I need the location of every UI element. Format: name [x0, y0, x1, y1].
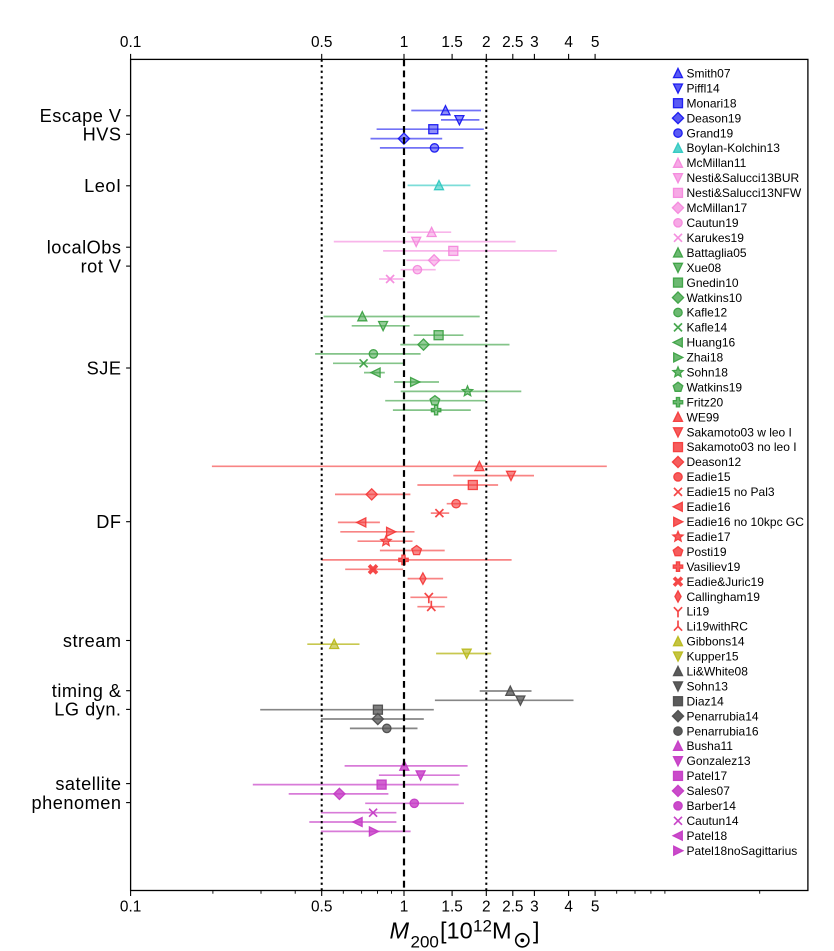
- svg-text:Zhai18: Zhai18: [687, 351, 724, 365]
- svg-text:0.1: 0.1: [120, 899, 141, 916]
- svg-text:Vasiliev19: Vasiliev19: [687, 560, 741, 574]
- svg-text:Eadie17: Eadie17: [687, 530, 731, 544]
- svg-text:4: 4: [564, 899, 573, 916]
- svg-text:stream: stream: [63, 631, 122, 651]
- svg-text:timing &: timing &: [52, 681, 122, 701]
- svg-text:Sakamoto03 w leo I: Sakamoto03 w leo I: [687, 425, 792, 439]
- svg-text:0.1: 0.1: [120, 34, 141, 51]
- svg-text:Li19: Li19: [687, 605, 710, 619]
- svg-text:[10: [10: [440, 918, 473, 944]
- svg-text:Penarrubia14: Penarrubia14: [687, 709, 759, 723]
- svg-text:Li19withRC: Li19withRC: [687, 620, 749, 634]
- svg-text:Xue08: Xue08: [687, 261, 722, 275]
- svg-text:Callingham19: Callingham19: [687, 590, 761, 604]
- svg-text:DF: DF: [96, 512, 121, 532]
- svg-text:Cautun19: Cautun19: [687, 216, 739, 230]
- svg-text:Gibbons14: Gibbons14: [687, 635, 745, 649]
- svg-text:Karukes19: Karukes19: [687, 231, 745, 245]
- svg-text:Diaz14: Diaz14: [687, 694, 725, 708]
- svg-text:0.5: 0.5: [311, 34, 332, 51]
- svg-text:2.5: 2.5: [502, 34, 523, 51]
- svg-text:Patel17: Patel17: [687, 769, 728, 783]
- svg-text:Sakamoto03 no leo I: Sakamoto03 no leo I: [687, 440, 797, 454]
- svg-text:5: 5: [591, 34, 600, 51]
- svg-text:Nesti&Salucci13BUR: Nesti&Salucci13BUR: [687, 171, 800, 185]
- svg-text:LeoI: LeoI: [84, 176, 121, 196]
- svg-text:Penarrubia16: Penarrubia16: [687, 724, 759, 738]
- svg-text:Busha11: Busha11: [687, 739, 734, 753]
- svg-text:1: 1: [400, 34, 409, 51]
- svg-text:Cautun14: Cautun14: [687, 814, 739, 828]
- svg-text:WE99: WE99: [687, 410, 720, 424]
- svg-text:3: 3: [530, 899, 539, 916]
- svg-text:1.5: 1.5: [441, 899, 462, 916]
- svg-text:Gonzalez13: Gonzalez13: [687, 754, 751, 768]
- svg-text:Huang16: Huang16: [687, 336, 736, 350]
- svg-text:Gnedin10: Gnedin10: [687, 276, 739, 290]
- svg-text:Escape V: Escape V: [40, 106, 122, 126]
- svg-text:Deason19: Deason19: [687, 111, 742, 125]
- svg-text:Li&White08: Li&White08: [687, 665, 749, 679]
- svg-text:2.5: 2.5: [502, 899, 523, 916]
- svg-text:SJE: SJE: [87, 358, 122, 378]
- svg-text:LG dyn.: LG dyn.: [54, 700, 121, 720]
- svg-text:Sohn13: Sohn13: [687, 679, 729, 693]
- svg-text:localObs: localObs: [47, 238, 122, 258]
- svg-text:Eadie16: Eadie16: [687, 500, 731, 514]
- svg-text:Patel18: Patel18: [687, 829, 728, 843]
- svg-text:]: ]: [533, 918, 540, 944]
- svg-text:Battaglia05: Battaglia05: [687, 246, 747, 260]
- svg-text:McMillan17: McMillan17: [687, 201, 748, 215]
- svg-text:Grand19: Grand19: [687, 126, 734, 140]
- svg-text:rot V: rot V: [81, 256, 122, 276]
- svg-text:Smith07: Smith07: [687, 67, 731, 81]
- svg-text:4: 4: [564, 34, 573, 51]
- svg-text:2: 2: [482, 899, 491, 916]
- svg-text:Eadie16 no 10kpc GC: Eadie16 no 10kpc GC: [687, 515, 805, 529]
- svg-text:M: M: [390, 918, 410, 944]
- svg-text:Deason12: Deason12: [687, 455, 742, 469]
- svg-text:5: 5: [591, 899, 600, 916]
- svg-text:3: 3: [530, 34, 539, 51]
- svg-text:HVS: HVS: [83, 125, 122, 145]
- svg-text:Watkins19: Watkins19: [687, 380, 743, 394]
- svg-text:Kupper15: Kupper15: [687, 650, 739, 664]
- svg-text:Kafle12: Kafle12: [687, 306, 728, 320]
- svg-text:McMillan11: McMillan11: [687, 156, 747, 170]
- svg-text:Barber14: Barber14: [687, 799, 737, 813]
- svg-text:M: M: [492, 918, 512, 944]
- svg-text:12: 12: [473, 916, 492, 935]
- svg-text:Sales07: Sales07: [687, 784, 731, 798]
- svg-text:Fritz20: Fritz20: [687, 395, 724, 409]
- svg-text:Piffl14: Piffl14: [687, 82, 720, 96]
- svg-text:Patel18noSagittarius: Patel18noSagittarius: [687, 844, 798, 858]
- svg-text:200: 200: [411, 933, 439, 951]
- svg-text:Watkins10: Watkins10: [687, 291, 743, 305]
- svg-text:Nesti&Salucci13NFW: Nesti&Salucci13NFW: [687, 186, 802, 200]
- svg-text:Monari18: Monari18: [687, 96, 737, 110]
- svg-text:Boylan-Kolchin13: Boylan-Kolchin13: [687, 141, 781, 155]
- svg-text:Eadie15: Eadie15: [687, 470, 731, 484]
- svg-text:0.5: 0.5: [311, 899, 332, 916]
- svg-text:satellite: satellite: [55, 774, 121, 794]
- svg-text:2: 2: [482, 34, 491, 51]
- svg-text:Eadie&Juric19: Eadie&Juric19: [687, 575, 765, 589]
- svg-text:Sohn18: Sohn18: [687, 366, 729, 380]
- svg-text:1: 1: [400, 899, 409, 916]
- svg-text:Eadie15 no Pal3: Eadie15 no Pal3: [687, 485, 775, 499]
- svg-text:Kafle14: Kafle14: [687, 321, 728, 335]
- svg-text:1.5: 1.5: [441, 34, 462, 51]
- svg-text:Posti19: Posti19: [687, 545, 727, 559]
- svg-text:phenomen: phenomen: [32, 793, 122, 813]
